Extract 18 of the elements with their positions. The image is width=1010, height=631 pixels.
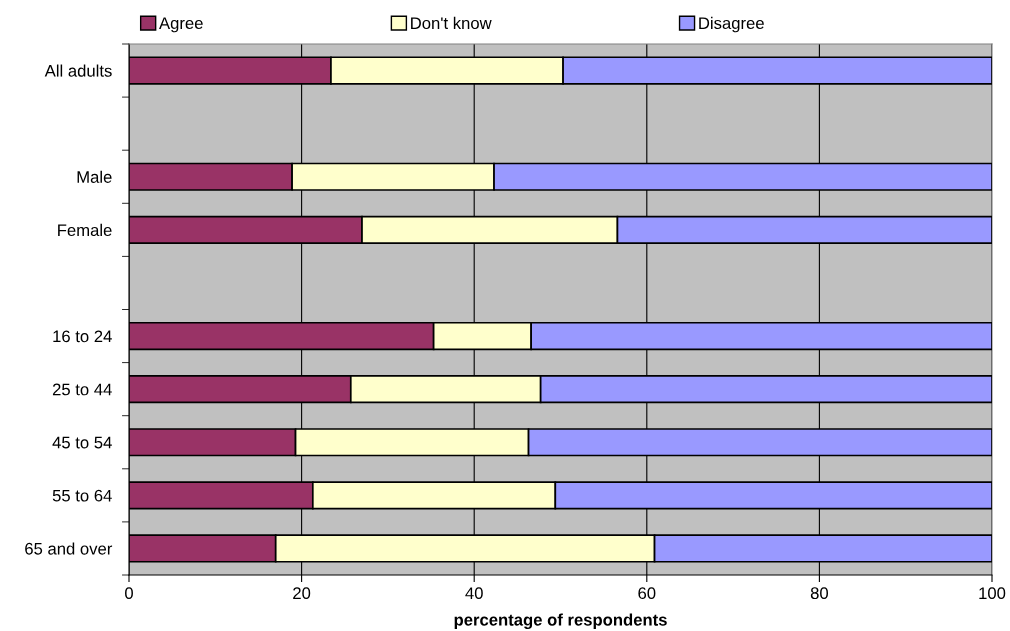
legend-label: Disagree (699, 16, 764, 33)
y-tick-label: 25 to 44 (52, 383, 112, 396)
x-tick-label: 20 (293, 587, 311, 600)
legend-label: Agree (159, 17, 203, 33)
y-tick-label: 55 to 64 (52, 489, 112, 502)
x-tick-label: 80 (810, 587, 829, 600)
y-tick-label: 16 to 24 (53, 330, 112, 343)
x-tick-label: 100 (979, 587, 1006, 600)
y-tick-label: Female (58, 223, 112, 237)
x-tick-label: 0 (125, 587, 133, 600)
y-tick-label: 65 and over (25, 542, 113, 555)
x-axis-title: percentage of respondents (454, 613, 667, 630)
x-tick-label: 60 (638, 587, 656, 600)
x-tick-label: 40 (465, 587, 483, 600)
y-tick-label: 45 to 54 (52, 436, 112, 449)
y-tick-label: Male (77, 170, 112, 183)
legend-label: Don't know (411, 16, 492, 30)
y-tick-label: All adults (44, 64, 112, 77)
